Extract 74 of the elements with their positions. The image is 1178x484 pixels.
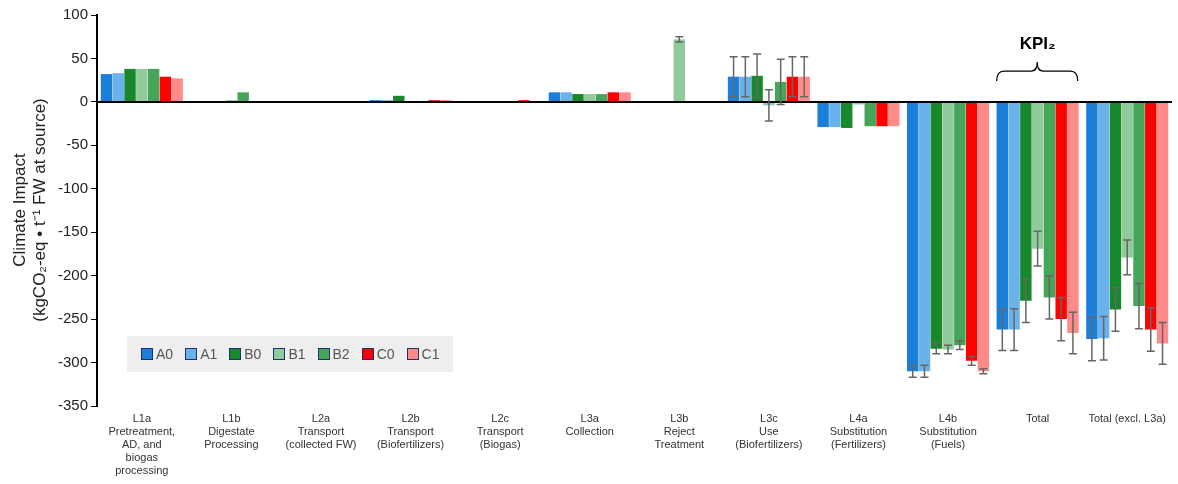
bar xyxy=(1156,102,1169,344)
bar xyxy=(918,102,931,372)
y-axis-title: Climate Impact (kgCO₂-eq • t⁻¹ FW at source) xyxy=(10,97,50,324)
bar xyxy=(965,102,978,361)
bar xyxy=(977,102,990,372)
bar xyxy=(1121,102,1133,258)
legend-label: C0 xyxy=(375,346,395,362)
x-tick-label: L3a Collection xyxy=(565,411,614,437)
y-tick-label: -350 xyxy=(57,396,89,414)
legend-label: A1 xyxy=(199,346,218,362)
legend-label: A0 xyxy=(155,346,174,362)
x-tick-label: L4b Substitution (Fuels) xyxy=(919,411,977,451)
x-tick-label: L1a Pretreatment, AD, and biogas processing xyxy=(108,411,176,477)
x-tick-label: L3c Use (Biofertilizers) xyxy=(735,411,803,451)
bar xyxy=(954,102,966,346)
x-tick-label: L4a Substitution (Fertilizers) xyxy=(829,411,888,451)
y-tick-label: -50 xyxy=(66,135,89,153)
bar xyxy=(560,92,572,102)
bar xyxy=(829,102,841,128)
bar xyxy=(124,68,136,102)
x-tick-label: L3b Reject Treatment xyxy=(654,411,705,451)
bar xyxy=(595,94,608,102)
bar xyxy=(147,68,160,102)
bar xyxy=(572,94,584,102)
legend-label: B2 xyxy=(331,346,350,362)
bar xyxy=(1067,102,1079,334)
bar xyxy=(876,102,888,127)
legend-label: C1 xyxy=(420,346,440,362)
x-tick-label: Total (excl. L3a) xyxy=(1088,411,1167,424)
bar xyxy=(907,102,919,372)
bar xyxy=(619,92,631,102)
bar xyxy=(1055,102,1067,320)
bar xyxy=(100,74,113,102)
x-tick-label: L2c Transport (Biogas) xyxy=(476,411,524,451)
bar xyxy=(1133,102,1145,307)
bar xyxy=(864,102,876,127)
bar xyxy=(1043,102,1056,298)
bar xyxy=(607,92,619,102)
bar xyxy=(1031,102,1044,249)
y-tick-label: 0 xyxy=(79,92,89,110)
x-tick-label: L2b Transport (Biofertilizers) xyxy=(376,411,445,451)
bar xyxy=(171,78,183,102)
x-tick-label: L2a Transport (collected FW) xyxy=(285,411,357,451)
bar xyxy=(136,68,148,102)
bar xyxy=(1109,102,1122,310)
bar xyxy=(996,102,1009,330)
bar xyxy=(584,94,596,102)
bar xyxy=(673,39,686,102)
annotation: KPI₂ xyxy=(1018,34,1057,54)
bar xyxy=(930,102,942,349)
bar xyxy=(1086,102,1098,340)
legend-label: B1 xyxy=(287,346,306,362)
y-tick-label: 50 xyxy=(71,48,89,66)
bar xyxy=(942,102,954,350)
bar xyxy=(112,73,124,102)
bar xyxy=(888,102,900,127)
x-tick-label: Total xyxy=(1026,411,1050,424)
bar xyxy=(817,102,829,128)
bar xyxy=(548,92,561,102)
bar xyxy=(1145,102,1157,330)
bar xyxy=(1008,102,1020,330)
y-tick-label: -150 xyxy=(57,222,89,240)
legend-label: B0 xyxy=(243,346,262,362)
y-tick-label: 100 xyxy=(62,5,89,23)
y-tick-label: -200 xyxy=(57,265,89,283)
x-tick-label: L1b Digestate Processing xyxy=(204,411,259,451)
bar xyxy=(159,76,172,102)
bar xyxy=(1020,102,1032,301)
bar xyxy=(237,92,249,102)
bar xyxy=(1097,102,1110,339)
y-tick-label: -100 xyxy=(57,178,89,196)
y-tick-label: -300 xyxy=(57,352,89,370)
y-tick-label: -250 xyxy=(57,309,89,327)
bar xyxy=(840,102,853,128)
